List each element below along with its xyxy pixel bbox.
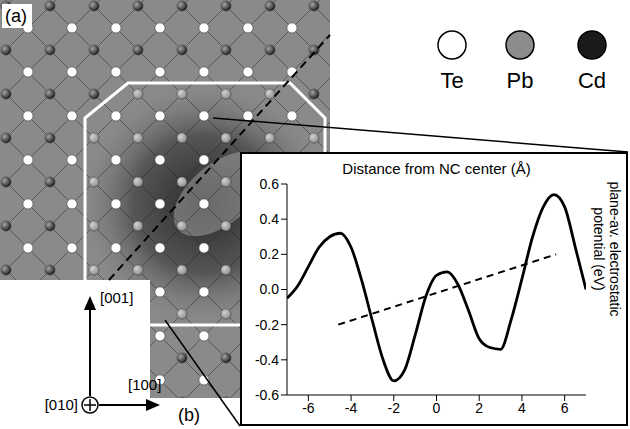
svg-text:6: 6: [561, 400, 569, 416]
svg-text:-0.4: -0.4: [255, 352, 279, 368]
svg-text:[100]: [100]: [128, 376, 161, 393]
html-text:plane-av. electrostatic potent: plane-av. electrostatic potential (eV): [591, 181, 623, 317]
svg-text:4: 4: [518, 400, 526, 416]
svg-text:-6: -6: [302, 400, 315, 416]
svg-text:0: 0: [433, 400, 441, 416]
svg-text:0.6: 0.6: [260, 176, 280, 192]
svg-text:0.0: 0.0: [260, 281, 280, 297]
svg-text:(b): (b): [178, 405, 200, 425]
svg-text:Te: Te: [440, 68, 463, 93]
svg-text:(a): (a): [5, 6, 27, 26]
svg-text:-4: -4: [345, 400, 358, 416]
svg-text:-0.2: -0.2: [255, 317, 279, 333]
svg-text:[010]: [010]: [45, 396, 78, 413]
svg-text:[001]: [001]: [100, 289, 133, 306]
svg-text:0.4: 0.4: [260, 211, 280, 227]
svg-text:0.2: 0.2: [260, 246, 280, 262]
html-text:Distance from NC center (Å): Distance from NC center (Å): [342, 160, 531, 177]
svg-text:-0.6: -0.6: [255, 387, 279, 403]
svg-text:2: 2: [475, 400, 483, 416]
svg-text:Pb: Pb: [507, 68, 534, 93]
svg-text:-2: -2: [388, 400, 401, 416]
svg-text:Cd: Cd: [578, 68, 606, 93]
